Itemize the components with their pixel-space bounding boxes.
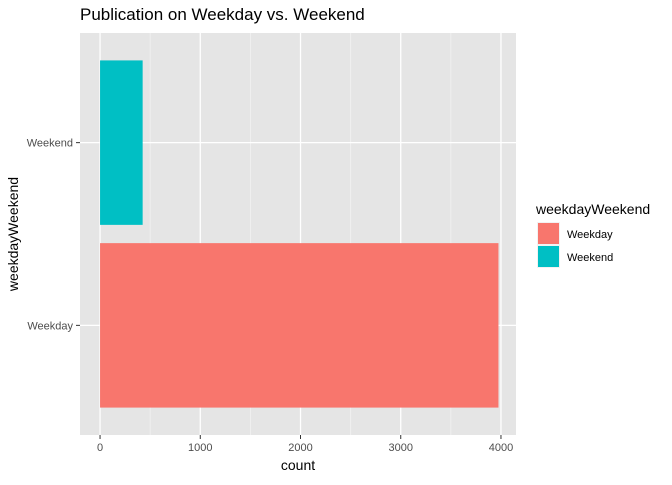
x-tick-label: 0 — [97, 442, 103, 454]
bar-weekend — [100, 60, 143, 225]
x-tick-label: 1000 — [188, 442, 212, 454]
x-tick-label: 3000 — [388, 442, 412, 454]
x-tick-label: 4000 — [489, 442, 513, 454]
legend-label: Weekend — [567, 252, 613, 264]
y-axis-label: weekdayWeekend — [5, 177, 21, 292]
x-tick-label: 2000 — [288, 442, 312, 454]
x-axis: 0 1000 2000 3000 4000 — [97, 435, 513, 454]
y-tick-label: Weekday — [27, 320, 73, 332]
legend-items: Weekday Weekend — [537, 222, 613, 268]
legend-swatch-weekend — [538, 246, 559, 267]
chart-title: Publication on Weekday vs. Weekend — [80, 5, 365, 24]
legend: weekdayWeekend Weekday Weekend — [535, 201, 650, 268]
bars — [100, 60, 499, 408]
y-tick-label: Weekend — [27, 138, 73, 150]
y-axis: Weekday Weekend — [27, 138, 80, 332]
bar-weekday — [100, 243, 499, 408]
x-axis-label: count — [281, 457, 315, 473]
legend-title: weekdayWeekend — [535, 201, 650, 217]
legend-swatch-weekday — [538, 223, 559, 244]
legend-label: Weekday — [567, 229, 613, 241]
